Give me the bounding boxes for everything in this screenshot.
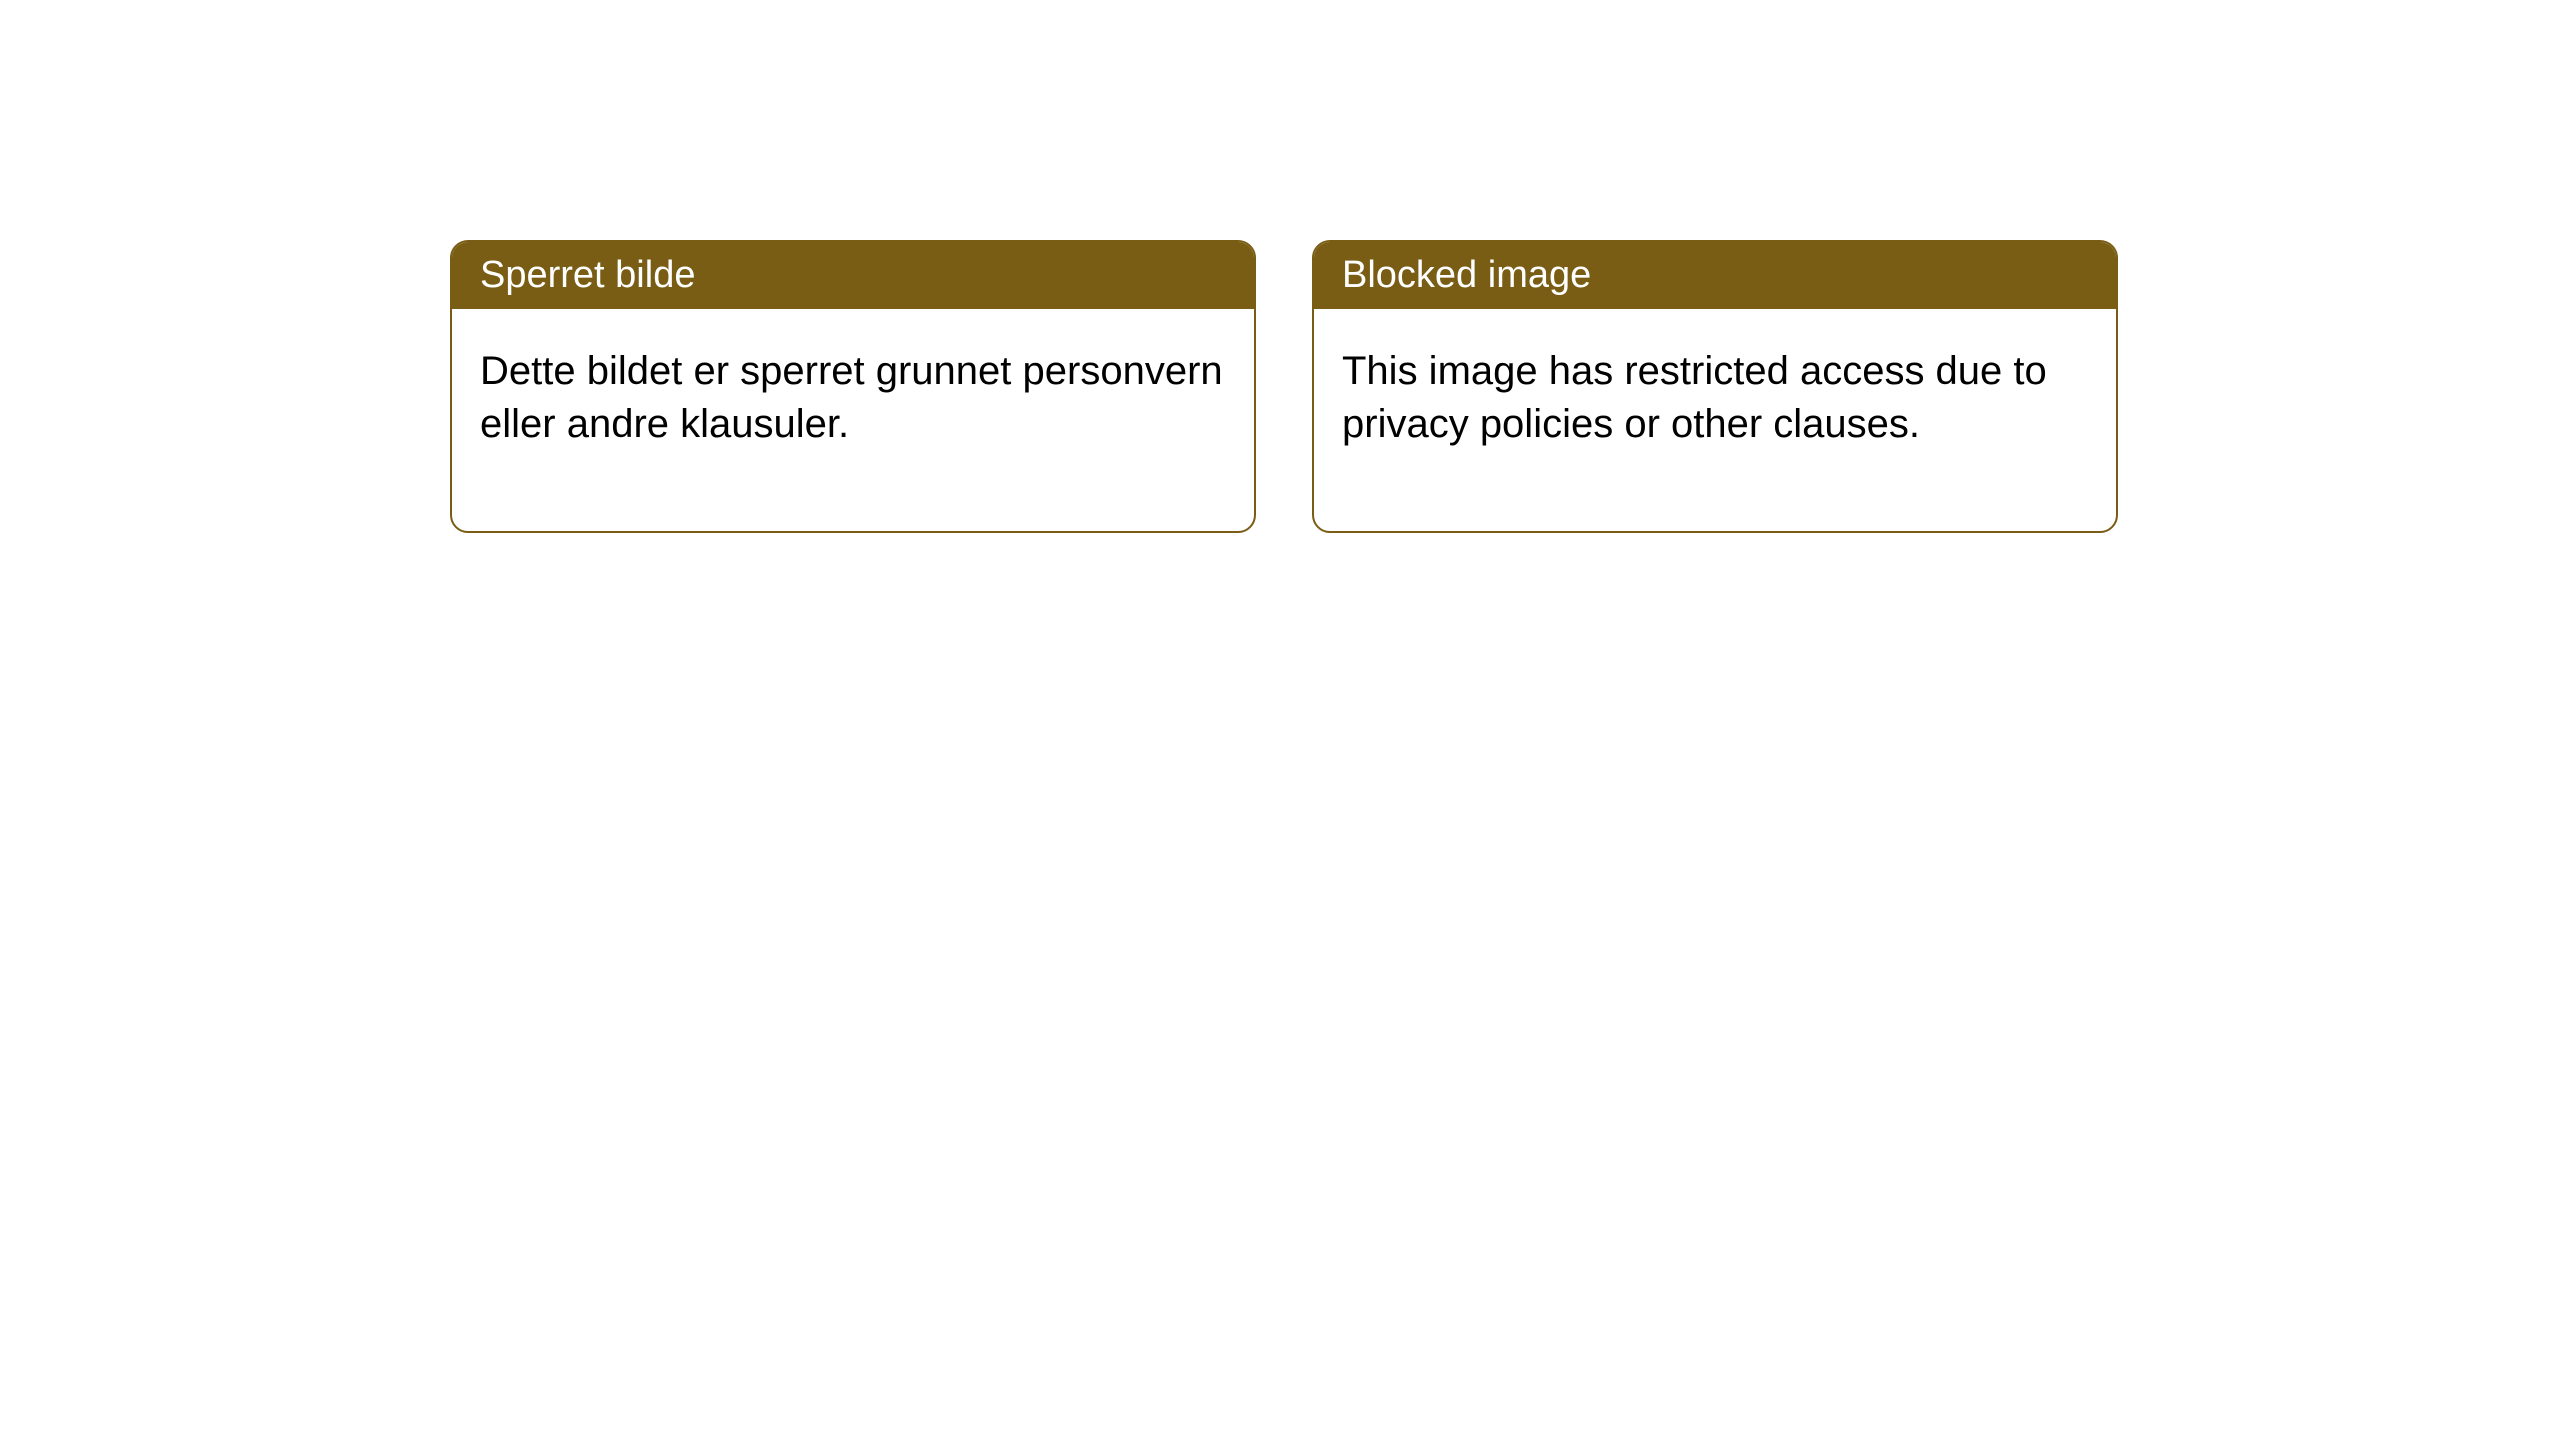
notice-card-norwegian: Sperret bilde Dette bildet er sperret gr… xyxy=(450,240,1256,533)
card-header-english: Blocked image xyxy=(1314,242,2116,309)
card-title-english: Blocked image xyxy=(1342,254,1591,296)
card-text-english: This image has restricted access due to … xyxy=(1342,349,2047,446)
card-text-norwegian: Dette bildet er sperret grunnet personve… xyxy=(480,349,1223,446)
notice-container: Sperret bilde Dette bildet er sperret gr… xyxy=(450,240,2118,533)
card-title-norwegian: Sperret bilde xyxy=(480,254,695,296)
notice-card-english: Blocked image This image has restricted … xyxy=(1312,240,2118,533)
card-body-norwegian: Dette bildet er sperret grunnet personve… xyxy=(452,309,1254,531)
card-body-english: This image has restricted access due to … xyxy=(1314,309,2116,531)
card-header-norwegian: Sperret bilde xyxy=(452,242,1254,309)
